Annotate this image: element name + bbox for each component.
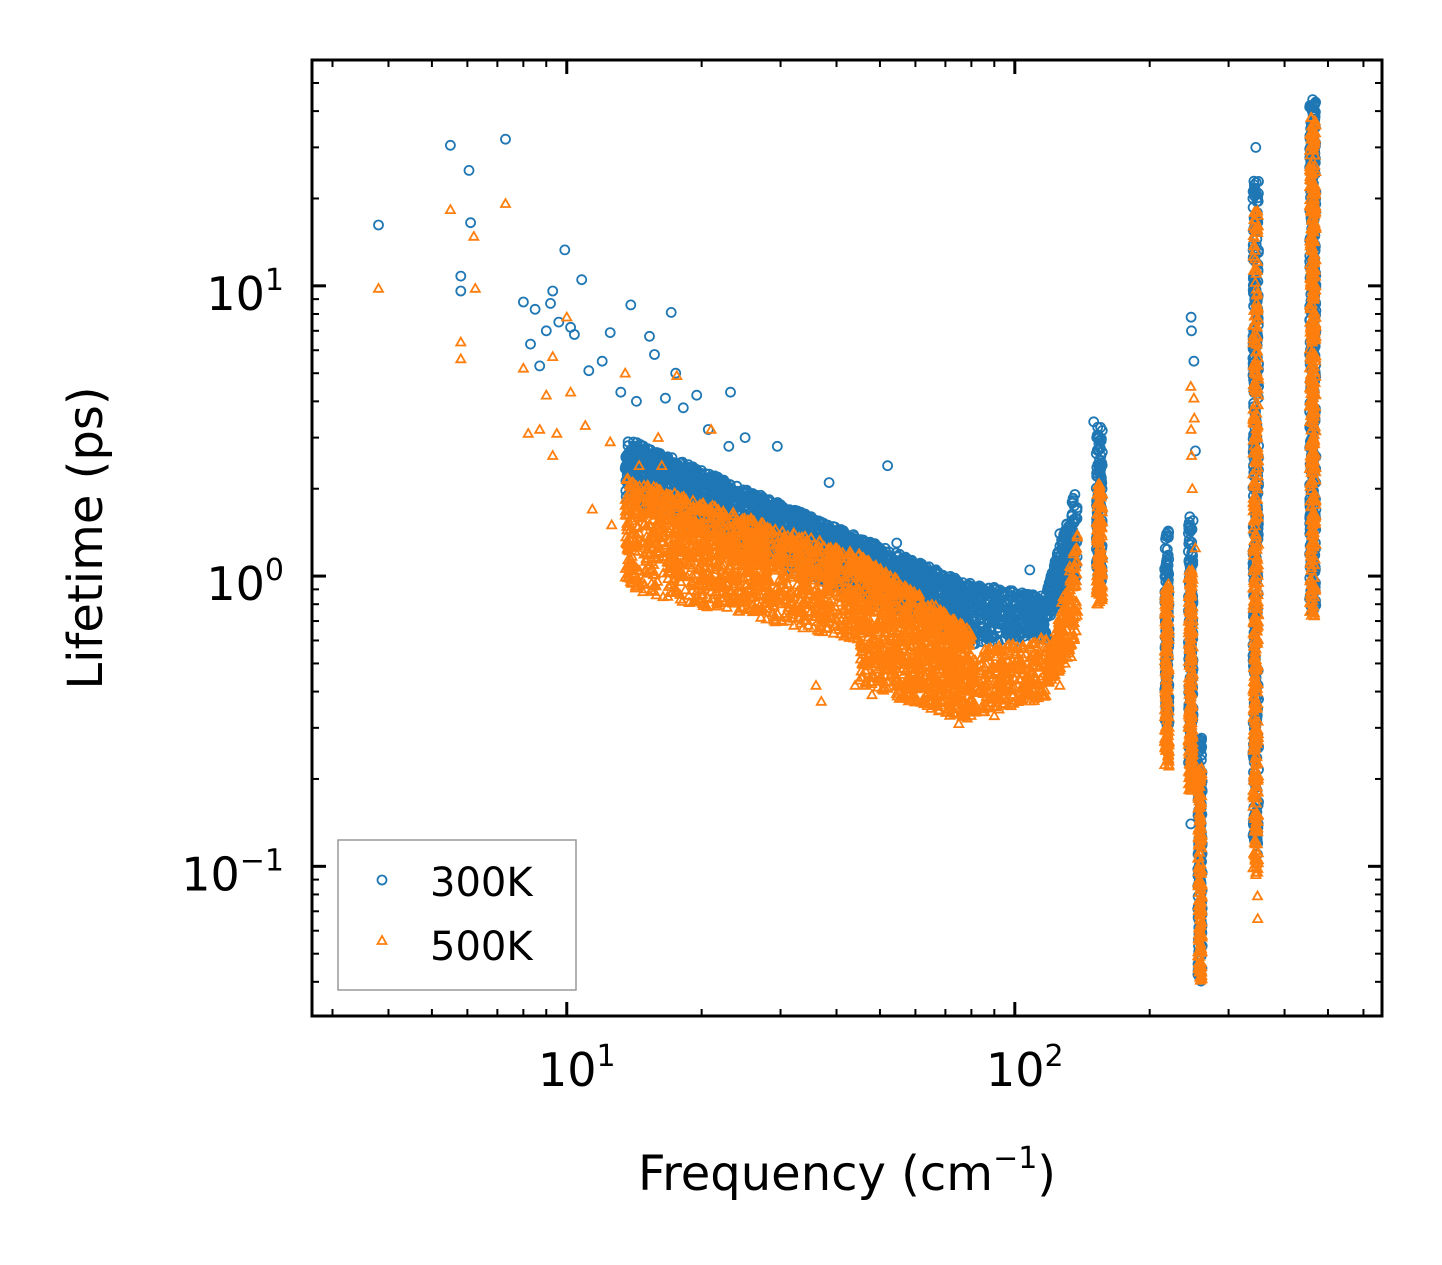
series-300k-cluster-point xyxy=(905,571,917,582)
series-300k-cluster-point xyxy=(707,487,718,499)
series-300k-cluster-point xyxy=(953,602,965,613)
series-300k-cluster-point xyxy=(719,480,731,492)
series-300k-cluster-point xyxy=(925,588,936,599)
series-300k-cluster-point xyxy=(624,446,636,457)
series-300k-cluster-point xyxy=(679,467,690,479)
series-300k-cluster-point xyxy=(763,500,774,512)
series-300k-cluster-point xyxy=(791,506,802,518)
series-300k-cluster-point xyxy=(773,514,785,525)
series-300k-cluster-point xyxy=(628,436,639,448)
series-300k-cluster-point xyxy=(661,469,673,481)
series-300k-cluster-point xyxy=(951,575,963,587)
series-300k-cluster-point xyxy=(683,479,695,491)
series-300k-cluster-point xyxy=(716,474,727,486)
series-300k-cluster-point xyxy=(666,452,678,464)
series-300k-cluster-point xyxy=(632,466,643,478)
series-300k-cluster-point xyxy=(946,584,958,596)
series-300k-cluster-point xyxy=(622,436,634,448)
series-300k-cluster-point xyxy=(755,489,767,501)
series-300k-cluster-point xyxy=(829,521,841,533)
series-300k-cluster-point xyxy=(690,476,702,488)
series-300k-cluster-point xyxy=(747,500,759,512)
series-300k-cluster-point xyxy=(828,526,840,537)
plot-area xyxy=(372,94,1322,987)
series-300k-cluster-point xyxy=(651,450,662,462)
series-300k-cluster-point xyxy=(674,457,685,469)
series-300k-cluster-point xyxy=(926,577,938,589)
data-points-layer xyxy=(372,94,1322,987)
series-300k-cluster-point xyxy=(800,514,812,526)
series-300k-cluster-point xyxy=(748,490,759,502)
series-300k-cluster-point xyxy=(687,488,699,500)
series-300k-cluster-point xyxy=(853,535,865,547)
series-300k-cluster-point xyxy=(889,554,901,566)
series-300k-cluster-point xyxy=(899,567,911,579)
series-300k-cluster-point xyxy=(736,495,747,507)
series-300k-cluster-point xyxy=(703,468,715,480)
series-300k-cluster-point xyxy=(919,567,931,579)
series-300k-cluster-point xyxy=(872,541,884,553)
series-300k-cluster-point xyxy=(809,526,821,537)
series-300k-cluster-point xyxy=(789,517,801,528)
series-300k-cluster-point xyxy=(821,528,833,540)
series-300k-cluster-point xyxy=(735,499,747,511)
series-300k-cluster-point xyxy=(768,499,779,511)
series-300k-cluster-point xyxy=(728,487,740,498)
series-300k-cluster-point xyxy=(637,451,649,463)
series-300k-cluster-point xyxy=(700,487,712,499)
series-300k-cluster-point xyxy=(623,456,635,468)
series-300k-cluster-point xyxy=(725,490,737,502)
series-300k-cluster-point xyxy=(642,443,654,455)
